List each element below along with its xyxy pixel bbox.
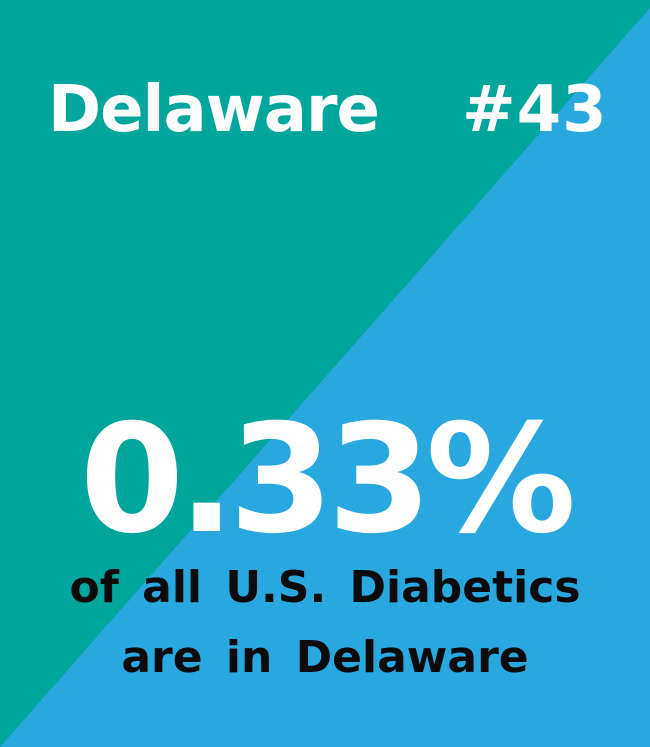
caption-line-2: are in Delaware [121, 632, 529, 683]
state-rank: #43 [462, 73, 608, 147]
state-name: Delaware [48, 73, 380, 147]
diabetics-percent-value: 0.33% [79, 393, 576, 567]
caption-line-1: of all U.S. Diabetics [69, 562, 581, 613]
